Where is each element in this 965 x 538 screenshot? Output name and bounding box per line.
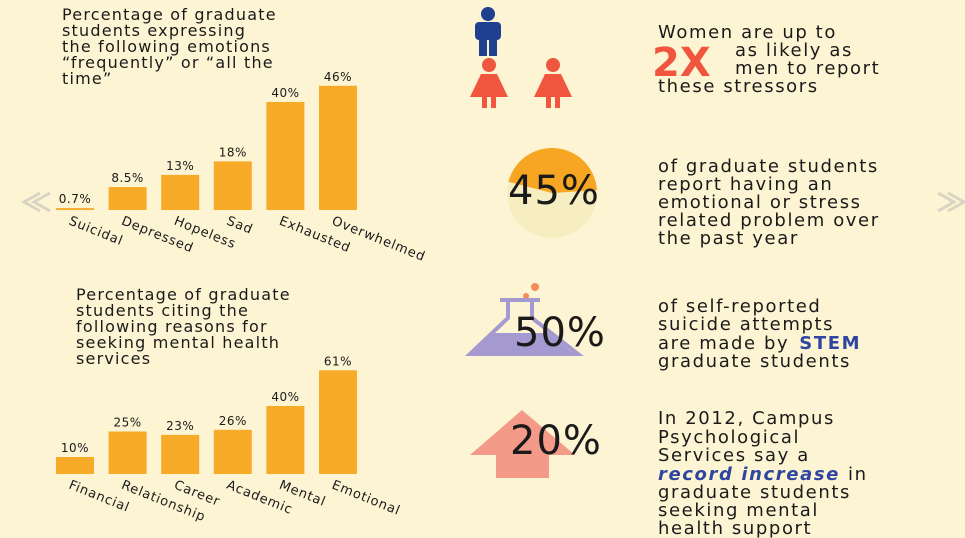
- chart-title: Percentage of graduate: [76, 285, 291, 304]
- chart-title: the following emotions: [62, 37, 271, 56]
- value-label: 18%: [219, 145, 247, 159]
- bar: [56, 457, 94, 474]
- fact-text: record increase in: [658, 464, 868, 485]
- chart-title: students expressing: [62, 21, 246, 40]
- x-tick-label: Emotional: [330, 478, 403, 519]
- fact-text: Psychological: [658, 427, 800, 448]
- bar: [56, 208, 94, 210]
- bar: [108, 187, 147, 210]
- prev-arrow[interactable]: [20, 191, 51, 213]
- value-label: 25%: [114, 416, 142, 430]
- woman-icon: [534, 58, 572, 108]
- bar: [213, 161, 252, 210]
- fact-text: graduate students: [658, 351, 851, 372]
- x-tick-label: Suicidal: [67, 214, 126, 249]
- fact-text: are made by STEM: [658, 333, 861, 354]
- next-arrow[interactable]: [937, 191, 965, 213]
- fact-text: these stressors: [658, 76, 819, 97]
- highlight: STEM: [799, 333, 861, 354]
- big-number: 50%: [514, 310, 606, 356]
- value-label: 13%: [166, 159, 194, 173]
- fact-text: In 2012, Campus: [658, 408, 835, 429]
- value-label: 23%: [166, 419, 194, 433]
- chart-title: Percentage of graduate: [62, 5, 277, 24]
- fact-text: suicide attempts: [658, 314, 834, 335]
- big-number: 2X: [652, 40, 711, 86]
- value-label: 8.5%: [111, 171, 144, 185]
- woman-icon: [470, 58, 508, 108]
- man-icon: [475, 7, 501, 56]
- pie-slice: [508, 147, 597, 193]
- fact-text: of graduate students: [658, 156, 879, 177]
- highlight: record increase: [658, 464, 840, 485]
- chart-title: seeking mental health: [76, 333, 280, 352]
- chart-title: time”: [62, 69, 112, 88]
- fact-text: seeking mental: [658, 500, 819, 521]
- fact-text: the past year: [658, 228, 799, 249]
- fact-text: Women are up to: [658, 22, 837, 43]
- fact-text: report having an: [658, 174, 833, 195]
- fact-text: men to report: [735, 58, 880, 79]
- value-label: 61%: [324, 354, 352, 368]
- chart-title: following reasons for: [76, 317, 268, 336]
- bar: [266, 102, 305, 210]
- fact-text: emotional or stress: [658, 192, 862, 213]
- fact-text: are made by: [658, 333, 789, 354]
- flask-icon: [464, 283, 584, 356]
- value-label: 26%: [219, 414, 247, 428]
- bar: [161, 434, 200, 474]
- fact-text: in: [848, 464, 868, 485]
- chart-title: “frequently” or “all the: [62, 53, 274, 72]
- bar: [213, 429, 252, 474]
- chart-title: students citing the: [76, 301, 249, 320]
- bar: [161, 174, 200, 210]
- pie: [507, 147, 597, 238]
- value-label: 46%: [324, 70, 352, 84]
- value-label: 40%: [271, 86, 299, 100]
- bar: [266, 406, 305, 474]
- big-number: 45%: [508, 168, 600, 214]
- arrow-icon: [470, 410, 575, 478]
- value-label: 40%: [271, 390, 299, 404]
- bar: [319, 85, 357, 210]
- fact-text: of self-reported: [658, 296, 821, 317]
- fact-text: related problem over: [658, 210, 880, 231]
- fact-text: Services say a: [658, 445, 810, 466]
- bar: [319, 370, 357, 474]
- chart-title: services: [76, 349, 151, 368]
- fact-text: as likely as: [735, 40, 853, 61]
- fact-text: health support: [658, 518, 812, 538]
- value-label: 0.7%: [59, 192, 92, 206]
- big-number: 20%: [510, 418, 602, 464]
- value-label: 10%: [61, 441, 89, 455]
- fact-text: graduate students: [658, 482, 851, 503]
- bar: [108, 431, 147, 474]
